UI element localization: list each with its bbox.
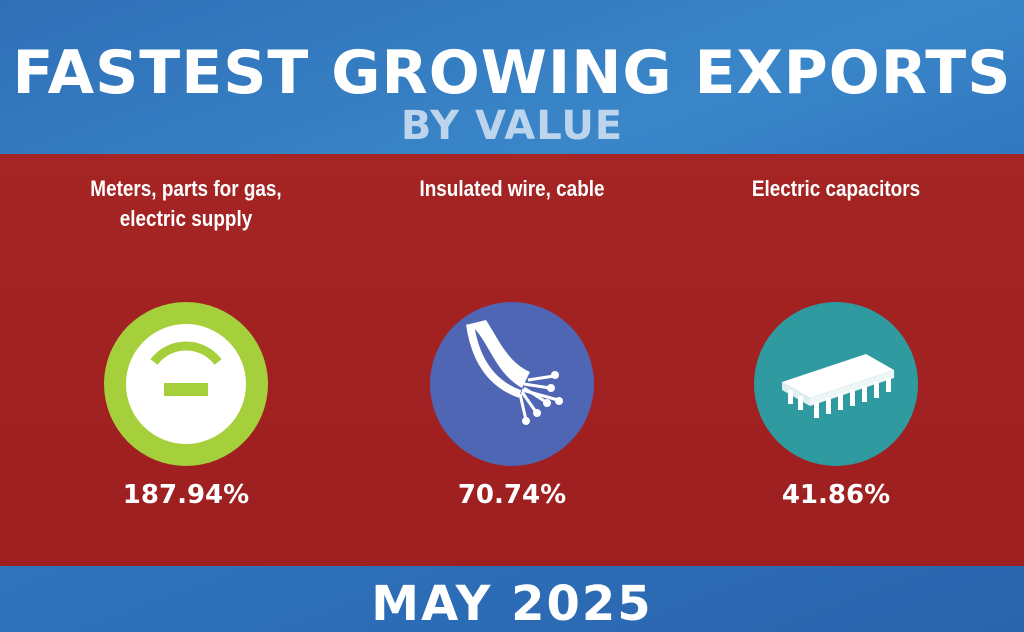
microchip-icon bbox=[754, 302, 918, 466]
export-item-label-line1: Insulated wire, cable bbox=[419, 176, 605, 201]
export-item-label: Electric capacitors bbox=[698, 174, 973, 204]
meter-gauge-icon bbox=[104, 302, 268, 466]
export-item-meters: Meters, parts for gas, electric supply 1… bbox=[26, 154, 346, 566]
exports-band: Meters, parts for gas, electric supply 1… bbox=[0, 154, 1024, 566]
export-item-label: Insulated wire, cable bbox=[374, 174, 649, 204]
meter-gauge-icon-graphic bbox=[126, 324, 246, 444]
export-item-label-line1: Electric capacitors bbox=[751, 176, 921, 201]
export-item-label-line1: Meters, parts for gas, bbox=[90, 176, 282, 201]
export-item-capacitors: Electric capacitors bbox=[676, 154, 996, 566]
fiber-optic-cable-icon-graphic bbox=[466, 320, 563, 425]
export-growth-value: 70.74% bbox=[457, 480, 567, 510]
page-subtitle: BY VALUE bbox=[400, 103, 624, 149]
fiber-optic-cable-icon bbox=[430, 302, 594, 466]
header: FASTEST GROWING EXPORTS BY VALUE bbox=[0, 0, 1024, 154]
page-title: FASTEST GROWING EXPORTS bbox=[12, 38, 1012, 108]
report-date: MAY 2025 bbox=[371, 576, 653, 632]
export-growth-value: 41.86% bbox=[781, 480, 891, 510]
export-item-wire: Insulated wire, cable bbox=[352, 154, 672, 566]
microchip-icon-graphic bbox=[782, 354, 894, 418]
export-item-label-line2: electric supply bbox=[119, 206, 253, 231]
export-growth-value: 187.94% bbox=[122, 480, 250, 510]
footer: MAY 2025 bbox=[0, 566, 1024, 632]
export-item-label: Meters, parts for gas, electric supply bbox=[48, 174, 323, 234]
